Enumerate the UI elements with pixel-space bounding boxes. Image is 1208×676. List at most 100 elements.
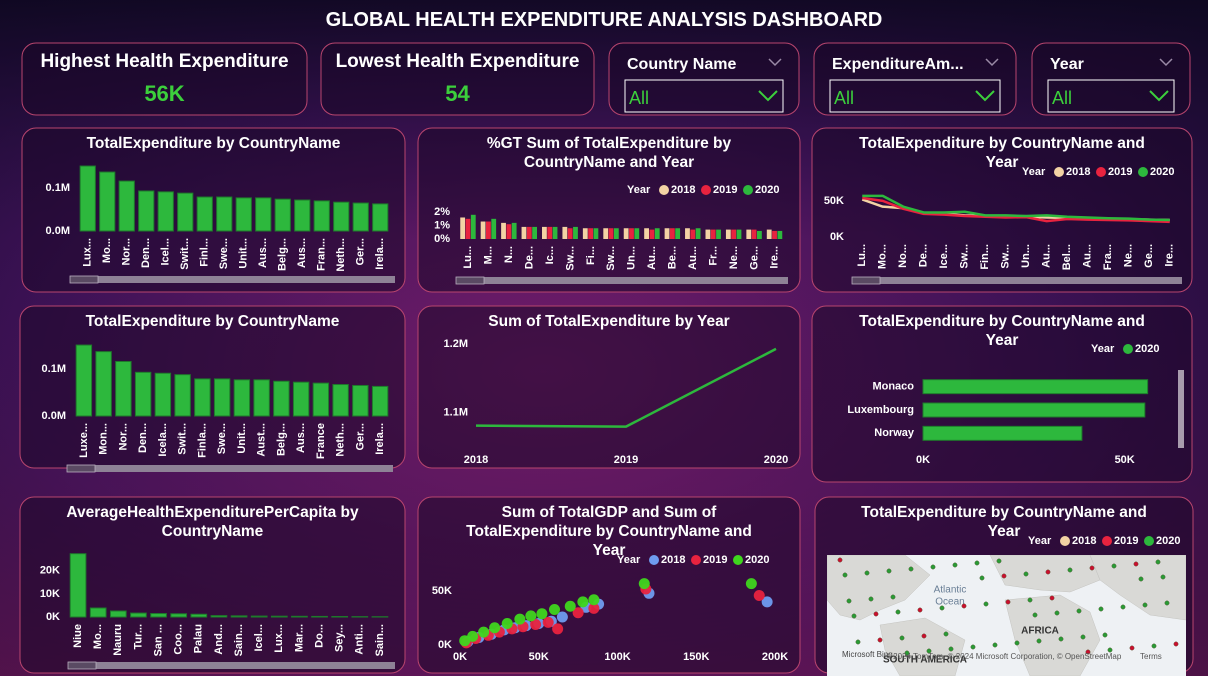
y-tick-label: 0.0M <box>42 410 66 422</box>
x-tick-label: Niue <box>72 624 84 648</box>
map-point <box>952 562 958 568</box>
x-tick-label: Ic... <box>544 246 556 264</box>
map-point <box>1076 608 1082 614</box>
bar <box>922 379 1149 395</box>
map-point <box>1001 573 1007 579</box>
bar <box>210 615 228 618</box>
slicer-value[interactable]: All <box>834 88 855 108</box>
map-point <box>1085 649 1091 655</box>
x-tick-label: Lux... <box>273 624 285 653</box>
bar <box>130 612 147 618</box>
legend-swatch <box>1144 536 1154 546</box>
x-tick-label: Den... <box>137 423 149 453</box>
legend-label: 2018 <box>671 184 695 196</box>
scatter-point <box>761 596 773 608</box>
bar <box>157 191 174 232</box>
map-point <box>930 564 936 570</box>
bar <box>506 224 512 239</box>
map-point <box>842 572 848 578</box>
slicer-value[interactable]: All <box>1052 88 1073 108</box>
map-point <box>895 609 901 615</box>
x-tick-label: Au... <box>646 246 658 270</box>
map-point <box>873 611 879 617</box>
map-land <box>989 555 1101 593</box>
map-label: SOUTH AMERICA <box>883 655 967 666</box>
bar <box>751 229 757 239</box>
map-point <box>886 568 892 574</box>
bar <box>311 615 328 618</box>
x-tick-label: Ger... <box>355 238 367 266</box>
x-tick-label: Sw... <box>605 246 617 271</box>
bar <box>541 226 547 239</box>
x-tick-label: Neth... <box>335 423 347 457</box>
dashboard-title: GLOBAL HEALTH EXPENDITURE ANALYSIS DASHB… <box>325 9 883 31</box>
scatter-point <box>525 610 537 622</box>
chart-title: AverageHealthExpenditurePerCapita by Cou… <box>66 504 359 540</box>
x-tick-label: Sw... <box>959 244 971 269</box>
x-tick-label: Fin... <box>979 244 991 270</box>
x-tick-label: Icel... <box>253 624 265 652</box>
scatter-point <box>467 630 479 642</box>
map-point <box>846 598 852 604</box>
x-tick-label: Sw... <box>1000 244 1012 269</box>
x-tick-label: Ne... <box>728 246 740 269</box>
y-tick-label: 0K <box>830 231 844 243</box>
scrollbar-thumb <box>66 464 96 473</box>
map-point <box>1102 632 1108 638</box>
map-point <box>1036 638 1042 644</box>
x-tick-label: M... <box>483 246 495 264</box>
scatter-point <box>564 600 576 612</box>
bar <box>250 615 268 618</box>
map-point <box>992 642 998 648</box>
kpi-value: 56K <box>144 81 185 106</box>
scatter-point <box>588 594 600 606</box>
map-point <box>908 566 914 572</box>
map-attribution: © 2024 TomTom, © 2024 Microsoft Corporat… <box>885 652 1122 661</box>
x-tick-label: Sw... <box>564 246 576 271</box>
x-tick-label: Ire... <box>769 246 781 269</box>
scrollbar-track <box>67 465 393 472</box>
bar <box>731 229 737 239</box>
bar <box>573 226 578 239</box>
x-tick-label: Sain... <box>233 624 245 656</box>
bar <box>654 228 660 239</box>
slicer-value[interactable]: All <box>629 88 650 108</box>
scatter-point <box>556 611 568 623</box>
x-tick-label: Fran... <box>316 238 328 271</box>
x-tick-label: Fr... <box>707 246 719 266</box>
map-point <box>1138 576 1144 582</box>
map-point <box>1160 574 1166 580</box>
bar <box>235 197 252 232</box>
legend-label: 2020 <box>755 184 779 196</box>
y-tick-label: 0% <box>434 233 450 245</box>
bar <box>485 221 491 239</box>
panel <box>21 127 406 293</box>
bar <box>532 226 538 239</box>
legend-swatch <box>701 185 711 195</box>
x-tick-label: De... <box>918 244 930 267</box>
map-point <box>1129 645 1135 651</box>
map-point <box>1014 640 1020 646</box>
chart-title: TotalExpenditure by CountryName and Year <box>861 504 1147 540</box>
line <box>475 347 777 428</box>
bar <box>746 229 752 239</box>
panel <box>813 42 1017 116</box>
x-tick-label: 50K <box>1115 454 1135 466</box>
map-point <box>1027 597 1033 603</box>
map-label: Ocean <box>935 597 964 608</box>
x-tick-label: Mo... <box>101 238 113 263</box>
bar <box>705 229 711 239</box>
x-tick-label: Swe... <box>218 238 230 269</box>
bar <box>491 218 497 239</box>
bar <box>690 229 696 239</box>
legend-label: 2020 <box>1156 535 1180 547</box>
y-tick-label: 1.1M <box>444 407 468 419</box>
map-point <box>974 560 980 566</box>
x-tick-label: Un... <box>626 246 638 270</box>
bar <box>460 217 466 239</box>
bar <box>255 197 272 232</box>
scatter-point <box>530 619 542 631</box>
legend-swatch <box>1102 536 1112 546</box>
